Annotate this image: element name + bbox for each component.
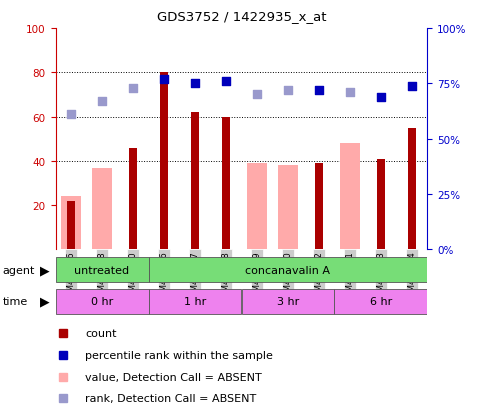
Bar — [129, 148, 137, 250]
Text: 3 hr: 3 hr — [277, 297, 299, 306]
Text: rank, Detection Call = ABSENT: rank, Detection Call = ABSENT — [85, 393, 256, 403]
Bar — [408, 128, 416, 250]
Bar — [242, 289, 334, 314]
Text: GSM429858: GSM429858 — [222, 251, 230, 301]
Text: untreated: untreated — [74, 265, 129, 275]
Text: value, Detection Call = ABSENT: value, Detection Call = ABSENT — [85, 372, 262, 382]
Bar — [56, 257, 149, 283]
Point — [253, 92, 261, 98]
Text: agent: agent — [2, 265, 35, 275]
Text: GSM429856: GSM429856 — [159, 251, 169, 301]
Bar — [92, 168, 112, 250]
Bar — [149, 257, 427, 283]
Text: percentile rank within the sample: percentile rank within the sample — [85, 350, 273, 360]
Text: ▶: ▶ — [40, 263, 49, 277]
Bar — [67, 201, 75, 250]
Text: GSM429864: GSM429864 — [408, 251, 416, 301]
Text: ▶: ▶ — [40, 295, 49, 308]
Bar — [278, 166, 298, 250]
Text: count: count — [85, 329, 117, 339]
Point — [377, 94, 385, 101]
Text: GSM429861: GSM429861 — [345, 251, 355, 301]
Text: 0 hr: 0 hr — [91, 297, 113, 306]
Bar — [334, 289, 427, 314]
Point — [67, 112, 75, 119]
Bar — [222, 117, 230, 250]
Bar — [340, 144, 360, 250]
Bar — [247, 164, 267, 250]
Text: 6 hr: 6 hr — [370, 297, 392, 306]
Text: GSM429857: GSM429857 — [190, 251, 199, 301]
Text: time: time — [2, 297, 28, 306]
Text: GSM429860: GSM429860 — [284, 251, 293, 301]
Point — [284, 88, 292, 94]
Text: GSM429430: GSM429430 — [128, 251, 138, 301]
Text: 1 hr: 1 hr — [184, 297, 206, 306]
Point — [408, 83, 416, 90]
Point — [129, 85, 137, 92]
Bar — [160, 73, 168, 250]
Point — [191, 81, 199, 88]
Text: GSM429426: GSM429426 — [67, 251, 75, 301]
Text: GSM429862: GSM429862 — [314, 251, 324, 301]
Text: GSM429859: GSM429859 — [253, 251, 261, 301]
Point — [346, 90, 354, 96]
Bar — [149, 289, 242, 314]
Bar — [56, 289, 149, 314]
Bar — [315, 164, 323, 250]
Text: GDS3752 / 1422935_x_at: GDS3752 / 1422935_x_at — [157, 10, 326, 23]
Point — [222, 78, 230, 85]
Point — [315, 88, 323, 94]
Bar — [61, 197, 81, 250]
Text: GSM429863: GSM429863 — [376, 251, 385, 302]
Bar — [377, 159, 385, 250]
Point — [98, 99, 106, 105]
Text: concanavalin A: concanavalin A — [245, 265, 330, 275]
Bar — [191, 113, 199, 250]
Point — [160, 76, 168, 83]
Text: GSM429428: GSM429428 — [98, 251, 107, 301]
